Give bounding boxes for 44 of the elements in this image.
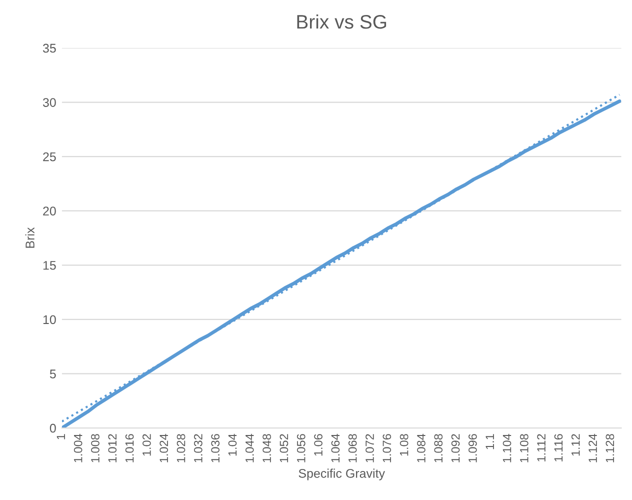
x-tick-label: 1.112	[537, 434, 546, 462]
x-tick-label: 1.084	[417, 434, 426, 462]
x-tick-label: 1.048	[262, 434, 271, 462]
x-tick-label: 1.008	[91, 434, 100, 462]
x-axis-title: Specific Gravity	[298, 468, 385, 480]
x-tick-label: 1.076	[382, 434, 392, 462]
y-tick-label: 20	[43, 206, 56, 216]
x-tick-label: 1.012	[108, 434, 117, 462]
x-tick-label: 1	[56, 434, 65, 440]
x-tick-label: 1.032	[194, 434, 202, 462]
x-tick-label: 1.116	[554, 434, 563, 462]
y-tick-label: 30	[42, 98, 56, 107]
x-tick-label: 1.092	[451, 434, 460, 462]
x-tick-label: 1.124	[588, 434, 597, 462]
x-tick-label: 1.04	[228, 434, 237, 456]
x-tick-label: 1.016	[125, 434, 134, 462]
y-axis-title: Brix	[25, 227, 34, 248]
y-tick-label: 35	[42, 44, 56, 53]
x-tick-label: 1.128	[606, 434, 614, 462]
x-tick-label: 1.064	[331, 434, 340, 462]
y-tick-label: 25	[43, 152, 56, 162]
y-tick-label: 10	[43, 315, 56, 324]
x-tick-label: 1.104	[502, 434, 512, 462]
x-tick-label: 1.044	[245, 434, 254, 462]
x-tick-label: 1.096	[468, 434, 477, 462]
y-tick-label: 5	[50, 370, 56, 378]
chart-title: Brix vs SG	[297, 14, 386, 29]
x-tick-label: 1.028	[176, 434, 186, 462]
x-tick-label: 1.02	[142, 434, 151, 456]
x-tick-label: 1.068	[348, 434, 357, 462]
x-tick-label: 1.12	[571, 434, 580, 456]
x-tick-label: 1.056	[296, 434, 306, 462]
y-tick-label: 15	[43, 261, 56, 270]
x-tick-label: 1.072	[366, 434, 374, 462]
x-tick-label: 1.024	[160, 434, 168, 462]
x-tick-label: 1.06	[314, 434, 322, 456]
x-tick-label: 1.088	[434, 434, 443, 462]
x-tick-label: 1.036	[211, 434, 220, 462]
x-tick-label: 1.004	[74, 434, 82, 462]
x-tick-label: 1.108	[520, 434, 528, 462]
x-tick-label: 1.1	[486, 434, 494, 450]
x-tick-label: 1.08	[400, 434, 408, 456]
y-tick-label: 0	[50, 424, 56, 433]
x-tick-label: 1.052	[280, 434, 288, 462]
